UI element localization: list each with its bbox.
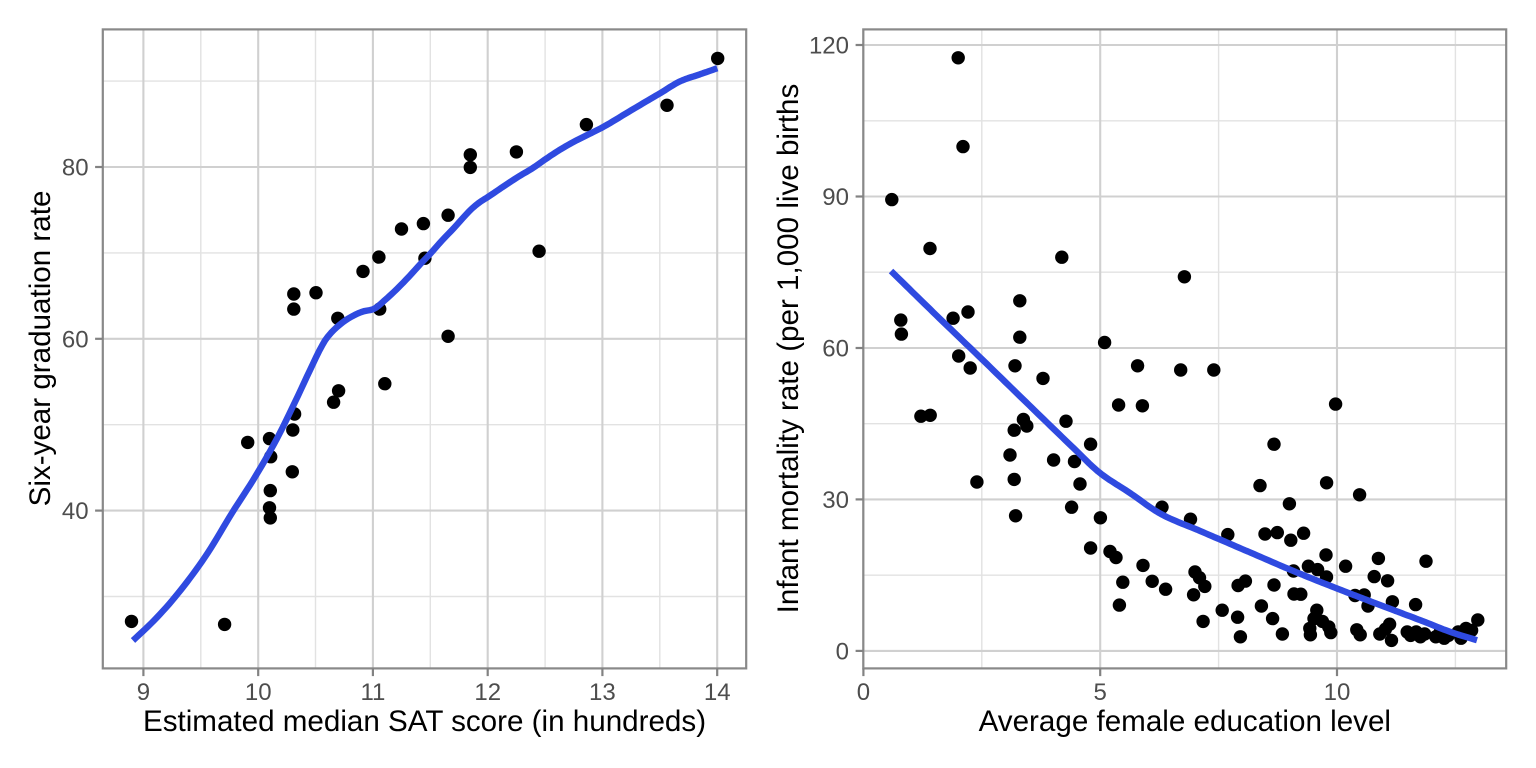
svg-text:60: 60 bbox=[62, 326, 89, 353]
svg-text:40: 40 bbox=[62, 498, 89, 525]
svg-text:Average female education level: Average female education level bbox=[979, 705, 1391, 738]
svg-text:120: 120 bbox=[809, 33, 849, 60]
svg-text:80: 80 bbox=[62, 155, 89, 182]
svg-text:Infant mortality rate (per 1,0: Infant mortality rate (per 1,000 live bi… bbox=[772, 84, 805, 614]
svg-text:5: 5 bbox=[1094, 679, 1107, 706]
svg-text:Six-year graduation rate: Six-year graduation rate bbox=[24, 191, 57, 507]
svg-text:90: 90 bbox=[822, 184, 849, 211]
svg-text:Estimated median SAT score (in: Estimated median SAT score (in hundreds) bbox=[143, 705, 706, 738]
svg-text:13: 13 bbox=[589, 679, 616, 706]
svg-text:30: 30 bbox=[822, 487, 849, 514]
svg-text:0: 0 bbox=[857, 679, 870, 706]
svg-text:0: 0 bbox=[836, 638, 849, 665]
svg-text:10: 10 bbox=[245, 679, 272, 706]
svg-text:14: 14 bbox=[704, 679, 731, 706]
svg-text:12: 12 bbox=[474, 679, 501, 706]
svg-text:9: 9 bbox=[137, 679, 150, 706]
svg-text:60: 60 bbox=[822, 336, 849, 363]
svg-text:10: 10 bbox=[1324, 679, 1351, 706]
svg-text:11: 11 bbox=[360, 679, 385, 706]
